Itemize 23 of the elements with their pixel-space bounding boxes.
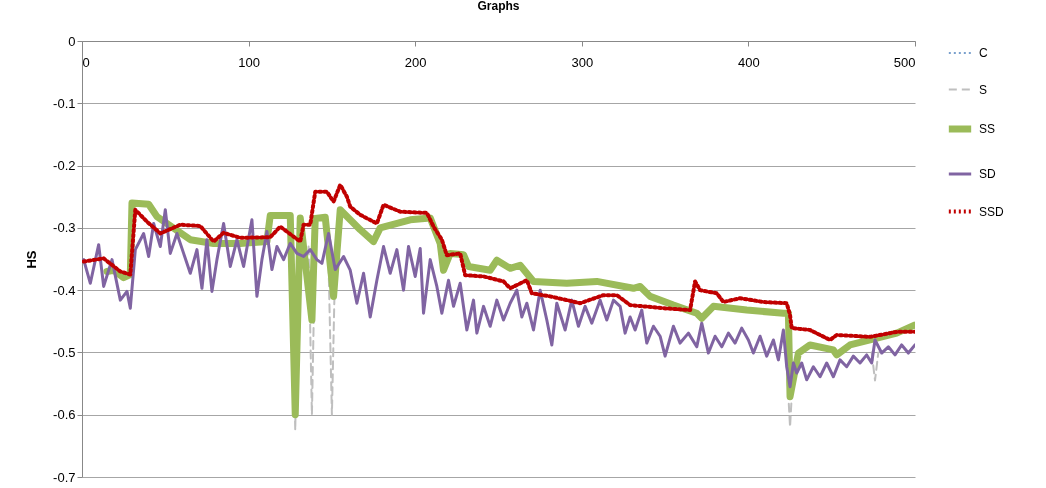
legend-label: C (979, 46, 988, 60)
y-tick-label: -0.5 (53, 344, 76, 360)
x-tick-label: 0 (82, 54, 90, 70)
y-tick-label: -0.6 (53, 407, 76, 423)
chart-title: Graphs (477, 0, 520, 13)
legend-label: SS (979, 122, 996, 136)
y-tick-label: 0 (68, 33, 76, 49)
y-tick-label: -0.1 (53, 95, 76, 111)
x-tick-label: 400 (738, 54, 760, 70)
x-tick-label: 200 (404, 54, 427, 70)
x-tick-label: 500 (893, 54, 916, 70)
line-series (82, 208, 915, 389)
legend-label: SD (979, 167, 996, 181)
y-axis-title: HS (24, 250, 40, 269)
x-tick-label: 100 (238, 54, 260, 70)
legend-label: SSD (979, 204, 1005, 219)
y-tick-label: -0.7 (53, 469, 76, 485)
y-tick-label: -0.3 (53, 220, 76, 236)
line-series (82, 182, 915, 342)
x-tick-label: 300 (571, 54, 594, 70)
y-tick-label: -0.4 (53, 282, 76, 298)
legend-label: S (979, 82, 988, 97)
y-tick-label: -0.2 (53, 158, 76, 174)
